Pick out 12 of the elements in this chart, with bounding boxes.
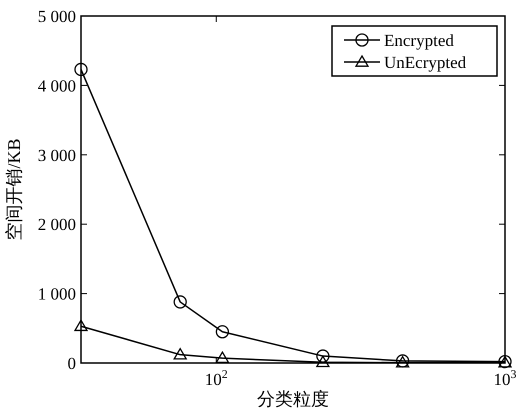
x-tick-label: 10$^{2}$ [204, 367, 228, 389]
legend-label: UnEcrypted [384, 52, 467, 72]
legend-label: Encrypted [384, 30, 454, 50]
y-tick-label: 5 000 [38, 6, 76, 26]
y-tick-label: 0 [68, 354, 76, 373]
y-tick-label: 1 000 [38, 284, 76, 304]
x-axis-title: 分类粒度 [257, 389, 329, 408]
x-tick-label: 10$^{3}$ [494, 367, 517, 389]
y-tick-label: 4 000 [38, 76, 76, 96]
y-tick-label: 2 000 [38, 215, 76, 234]
y-axis-title: 空间开销/KB [4, 138, 24, 241]
y-tick-label: 3 000 [38, 146, 76, 165]
